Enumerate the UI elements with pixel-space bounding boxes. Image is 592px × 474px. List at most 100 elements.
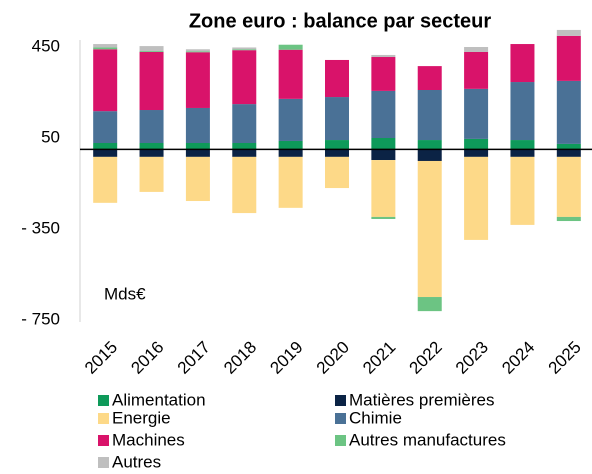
bar-segment (93, 44, 118, 48)
x-tick-label: 2019 (266, 338, 306, 378)
bar-segment (232, 143, 257, 150)
y-tick-label: 450 (32, 36, 60, 55)
bar-segment (417, 89, 442, 141)
bar-segment (325, 156, 349, 189)
y-tick-label: - 350 (21, 218, 60, 237)
bar-segment (185, 156, 210, 202)
bar-segment (232, 49, 257, 51)
bar-segment (185, 107, 210, 144)
bar-segment (278, 149, 303, 157)
unit-label: Mds€ (104, 284, 146, 303)
chart-title: Zone euro : balance par secteur (189, 10, 492, 32)
bar-segment (278, 156, 303, 208)
bar-segment (278, 44, 303, 50)
bar-segment (417, 140, 442, 150)
bar-segment (510, 149, 535, 157)
bar-segment (139, 156, 164, 192)
bar-segment (232, 50, 257, 105)
bar-segment (464, 138, 489, 150)
bar-segment (556, 156, 581, 217)
bar-segment (278, 49, 303, 99)
bar-segment (371, 57, 396, 91)
bar-segment (325, 149, 349, 157)
bar-segment (510, 82, 535, 141)
bar-segment (185, 143, 210, 150)
bar-segment (371, 149, 396, 161)
x-tick-label: 2021 (359, 338, 399, 378)
bar-segment (278, 140, 303, 150)
legend-swatch (335, 413, 346, 424)
bar-segment (232, 149, 257, 157)
legend-swatch (335, 435, 346, 446)
legend-swatch (98, 435, 109, 446)
bar-segment (510, 44, 535, 83)
bar-segment (93, 49, 118, 112)
x-tick-label: 2025 (545, 338, 585, 378)
bar-segment (185, 149, 210, 157)
x-tick-label: 2024 (498, 338, 538, 378)
legend-swatch (98, 395, 109, 406)
bar-segment (464, 88, 489, 139)
bar-segment (464, 149, 489, 157)
legend-label: Chimie (349, 408, 402, 427)
bar-segment (556, 29, 581, 36)
x-tick-label: 2020 (313, 338, 353, 378)
x-tick-label: 2016 (127, 338, 167, 378)
legend-label: Autres manufactures (349, 430, 506, 449)
legend-swatch (98, 457, 109, 468)
bar-segment (325, 59, 349, 98)
bar-segment (93, 111, 118, 144)
legend-label: Machines (112, 430, 185, 449)
bar-segment (139, 52, 164, 111)
bar-segment (139, 143, 164, 150)
legend-label: Alimentation (112, 390, 206, 409)
legend-swatch (335, 395, 346, 406)
legend-swatch (98, 413, 109, 424)
bar-segment (185, 49, 210, 52)
bar-segment (371, 138, 396, 150)
bar-segment (464, 47, 489, 53)
x-tick-label: 2023 (452, 338, 492, 378)
bar-segment (556, 80, 581, 144)
bar-segment (185, 52, 210, 108)
bar-segment (556, 216, 581, 222)
bar-segment (139, 51, 164, 53)
bar-segment (371, 216, 396, 219)
bar-segment (232, 47, 257, 50)
bar-segment (93, 47, 118, 50)
bar-segment (371, 54, 396, 58)
bar-segment (417, 160, 442, 298)
bar-segment (556, 35, 581, 81)
bar-segment (93, 143, 118, 150)
bar-segment (464, 52, 489, 89)
bar-segment (139, 46, 164, 52)
bar-segment (417, 66, 442, 90)
bar-segment (510, 140, 535, 150)
legend-label: Matières premières (349, 390, 495, 409)
bar-segment (325, 140, 349, 150)
bar-segment (417, 297, 442, 312)
bar-segment (139, 149, 164, 157)
bar-segment (510, 156, 535, 225)
x-tick-label: 2018 (220, 338, 260, 378)
bar-segment (232, 104, 257, 144)
bar-segment (93, 156, 118, 203)
bar-segment (185, 51, 210, 53)
bar-segment (278, 98, 303, 141)
legend-label: Energie (112, 408, 171, 427)
bar-segment (371, 90, 396, 138)
x-tick-label: 2022 (406, 338, 446, 378)
bar-segment (325, 97, 349, 141)
bar-segment (464, 156, 489, 240)
x-tick-label: 2017 (174, 338, 214, 378)
legend-label: Autres (112, 452, 161, 471)
x-tick-label: 2015 (81, 338, 121, 378)
bar-segment (232, 156, 257, 214)
bar-segment (417, 149, 442, 161)
y-tick-label: - 750 (21, 309, 60, 328)
bar-segment (556, 143, 581, 150)
bar-segment (139, 110, 164, 144)
bar-segment (371, 160, 396, 217)
bar-segment (556, 149, 581, 157)
